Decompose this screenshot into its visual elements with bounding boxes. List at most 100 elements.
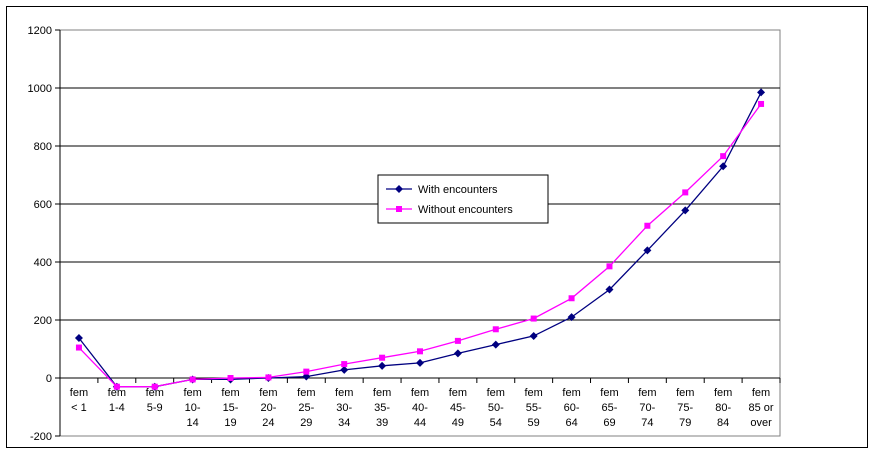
x-tick-label: fem <box>676 387 694 399</box>
x-tick-label: fem <box>562 387 580 399</box>
x-tick-label: 59 <box>528 417 540 429</box>
x-tick-label: 20- <box>260 402 276 414</box>
data-point <box>643 246 652 255</box>
data-point <box>758 100 765 107</box>
data-point <box>113 383 120 390</box>
x-tick-label: 69 <box>603 417 615 429</box>
x-tick-label: 30- <box>336 402 352 414</box>
x-tick-label: fem <box>297 387 315 399</box>
data-point <box>341 361 348 368</box>
x-tick-label: fem <box>373 387 391 399</box>
data-point <box>379 354 386 361</box>
plot-area <box>59 29 781 437</box>
data-point <box>75 344 82 351</box>
x-tick-label: 34 <box>338 417 350 429</box>
x-tick-label: 39 <box>376 417 388 429</box>
y-tick-label: 1200 <box>28 25 52 37</box>
x-tick-label: 40- <box>412 402 428 414</box>
x-tick-label: fem <box>525 387 543 399</box>
data-point <box>340 365 349 374</box>
x-tick-label: fem <box>259 387 277 399</box>
data-point <box>74 333 83 342</box>
x-tick-label: 25- <box>298 402 314 414</box>
data-point <box>491 340 500 349</box>
x-tick-label: fem <box>411 387 429 399</box>
x-tick-label: fem <box>335 387 353 399</box>
x-tick-label: fem <box>146 387 164 399</box>
data-point <box>227 375 234 381</box>
data-point <box>567 313 576 322</box>
x-tick-label: 75- <box>677 402 693 414</box>
data-point <box>454 337 461 344</box>
y-tick-label: -200 <box>30 431 52 443</box>
data-point <box>529 331 538 340</box>
data-point <box>757 88 766 97</box>
x-tick-label: 84 <box>717 417 729 429</box>
data-point <box>719 162 728 171</box>
data-point <box>189 376 196 383</box>
x-tick-label: 85 or <box>749 402 774 414</box>
x-tick-label: 24 <box>262 417 274 429</box>
data-point <box>606 263 613 270</box>
x-tick-label: 74 <box>641 417 653 429</box>
data-point <box>151 383 158 390</box>
x-tick-label: 79 <box>679 417 691 429</box>
x-tick-label: 70- <box>639 402 655 414</box>
x-tick-label: 64 <box>565 417 577 429</box>
x-tick-label: fem <box>600 387 618 399</box>
x-tick-label: 80- <box>715 402 731 414</box>
x-tick-label: 10- <box>185 402 201 414</box>
data-point <box>720 153 727 160</box>
x-tick-label: 1-4 <box>109 402 125 414</box>
x-tick-label: 45- <box>450 402 466 414</box>
data-point <box>265 374 272 381</box>
x-tick-label: 14 <box>187 417 199 429</box>
x-tick-label: fem <box>221 387 239 399</box>
x-tick-label: fem <box>70 387 88 399</box>
y-tick-label: 200 <box>34 315 52 327</box>
x-tick-label: 60- <box>564 402 580 414</box>
data-point <box>682 189 689 196</box>
data-point <box>378 361 387 370</box>
x-tick-label: fem <box>108 387 126 399</box>
x-tick-label: 44 <box>414 417 426 429</box>
data-point <box>417 348 423 355</box>
data-point <box>492 326 499 333</box>
legend-label: Without encounters <box>418 204 513 216</box>
x-tick-label: 29 <box>300 417 312 429</box>
x-tick-label: fem <box>183 387 201 399</box>
y-tick-label: 0 <box>46 373 52 385</box>
x-tick-label: fem <box>487 387 505 399</box>
data-point <box>605 285 614 294</box>
x-tick-label: 50- <box>488 402 504 414</box>
x-tick-label: 19 <box>224 417 236 429</box>
x-tick-label: 35- <box>374 402 390 414</box>
x-tick-label: 55- <box>526 402 542 414</box>
data-point <box>530 315 537 322</box>
x-tick-label: over <box>750 417 772 429</box>
x-tick-label: fem <box>449 387 467 399</box>
x-tick-label: 49 <box>452 417 464 429</box>
data-point <box>644 222 651 229</box>
y-tick-label: 1000 <box>28 83 52 95</box>
x-tick-label: < 1 <box>71 402 87 414</box>
data-point <box>681 206 690 215</box>
x-tick-label: 65- <box>602 402 618 414</box>
x-tick-label: fem <box>752 387 770 399</box>
y-tick-label: 600 <box>34 199 52 211</box>
y-tick-label: 800 <box>34 141 52 153</box>
y-tick-label: 400 <box>34 257 52 269</box>
data-point <box>303 368 310 375</box>
x-tick-label: 15- <box>223 402 239 414</box>
x-tick-label: fem <box>714 387 732 399</box>
legend-label: With encounters <box>418 184 498 196</box>
data-point <box>568 295 575 302</box>
x-tick-label: 5-9 <box>147 402 163 414</box>
x-tick-label: 54 <box>490 417 502 429</box>
data-point <box>416 358 424 367</box>
data-point <box>453 349 462 358</box>
legend <box>377 174 549 224</box>
x-tick-label: fem <box>638 387 656 399</box>
legend-marker <box>395 185 403 193</box>
